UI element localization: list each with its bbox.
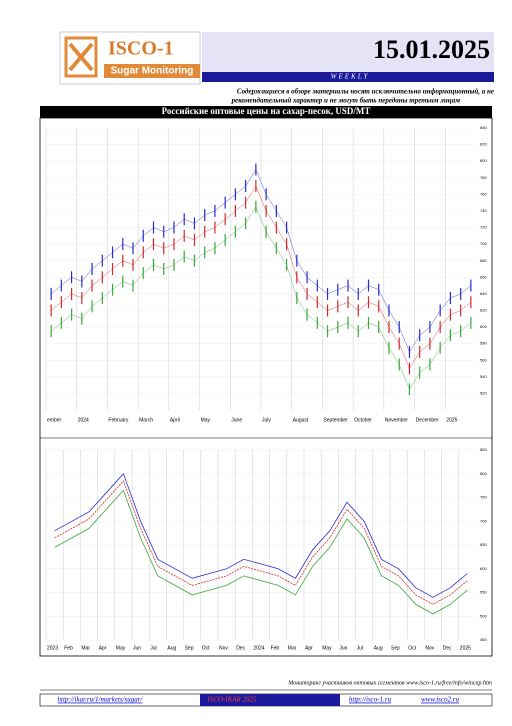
y-tick-label: 700 [480,241,487,246]
series-line [54,473,468,598]
x-tick-label: Sep [185,645,194,651]
y-tick-label: 600 [480,324,487,329]
x-tick-label: August [293,417,309,423]
series-line [50,169,472,353]
y-tick-label: 560 [480,357,487,362]
y-tick-label: 640 [480,291,487,296]
x-tick-label: ember [47,417,62,423]
x-tick-label: Apr [305,645,313,651]
x-tick-label: November [385,417,408,423]
chart-frame [39,117,493,657]
x-tick-label: Dec [443,645,452,651]
y-tick-label: 740 [480,208,487,213]
y-tick-label: 840 [480,125,487,130]
footer-note: Мониторинг участников оптовых сегментов … [287,679,492,686]
y-tick-label: 850 [480,447,487,452]
x-tick-label: 2024 [253,645,264,651]
x-tick-label: 2024 [78,417,89,423]
weekly-bar [202,72,494,82]
y-tick-label: 660 [480,274,487,279]
x-tick-label: Dec [236,645,245,651]
disclaimer: Содержащиеся в обзоре материалы носят ис… [237,88,494,96]
date: 15.01.2025 [373,35,490,64]
x-tick-label: June [231,417,242,423]
x-tick-label: Feb [64,645,73,651]
logo-cross [68,42,94,72]
x-tick-label: Apr [99,645,107,651]
y-tick-label: 540 [480,374,487,379]
footer-brand: ISCO-IKAR 2025 [206,696,257,704]
y-tick-label: 760 [480,191,487,196]
y-tick-label: 580 [480,341,487,346]
logo-icon [64,36,98,78]
weekly: WEEKLY [331,73,370,81]
section-title: Российские оптовые цены на сахар-песок, … [162,106,371,116]
x-tick-label: Feb [271,645,280,651]
x-tick-label: 2025 [460,645,471,651]
x-tick-label: May [201,417,211,423]
x-tick-label: Jun [339,645,347,651]
logo-sub: Sugar Monitoring [111,66,194,77]
x-tick-label: Jul [150,645,156,651]
series-line [50,185,472,369]
x-tick-label: Jul [357,645,363,651]
x-tick-label: 2025 [446,417,457,423]
date-box [202,32,494,72]
logo-text: ISCO-1 [108,38,174,60]
y-tick-label: 700 [480,518,487,523]
y-tick-label: 800 [480,471,487,476]
x-tick-label: Aug [374,645,383,651]
x-tick-label: Jun [133,645,141,651]
y-tick-label: 750 [480,495,487,500]
x-tick-label: Aug [167,645,176,651]
y-tick-label: 650 [480,542,487,547]
footer-link[interactable]: www.isco2.ru [421,696,459,704]
disclaimer: рекомендательный характер и не могут быт… [231,97,461,105]
x-tick-label: Nov [425,645,434,651]
x-tick-label: September [323,417,348,423]
x-tick-label: Oct [202,645,210,651]
x-tick-label: February [108,417,129,423]
y-tick-label: 680 [480,258,487,263]
footer-link[interactable]: http://isco-1.ru [349,696,392,704]
y-tick-label: 820 [480,142,487,147]
y-tick-label: 600 [480,566,487,571]
y-tick-label: 800 [480,158,487,163]
x-tick-label: December [416,417,439,423]
y-tick-label: 780 [480,175,487,180]
x-tick-label: Sep [391,645,400,651]
series-line [50,206,472,390]
logo-sub-bg [104,64,200,78]
y-tick-label: 620 [480,308,487,313]
y-tick-label: 500 [480,613,487,618]
x-tick-label: April [170,417,180,423]
x-tick-label: May [116,645,126,651]
x-tick-label: October [354,417,372,423]
y-tick-label: 520 [480,390,487,395]
y-tick-label: 550 [480,590,487,595]
x-tick-label: July [262,417,271,423]
series-line [54,480,468,605]
x-tick-label: Oct [408,645,416,651]
section-bar [40,106,492,118]
x-tick-label: March [139,417,153,423]
y-tick-label: 450 [480,637,487,642]
y-tick-label: 720 [480,225,487,230]
footer-brand-bg [200,694,340,706]
x-tick-label: Mar [288,645,297,651]
footer-link[interactable]: http://ikar.ru/1/markets/sugar/ [58,696,144,704]
x-tick-label: 2023 [47,645,58,651]
x-tick-label: Nov [219,645,228,651]
series-line [54,489,468,615]
x-tick-label: May [322,645,332,651]
x-tick-label: Mar [81,645,90,651]
